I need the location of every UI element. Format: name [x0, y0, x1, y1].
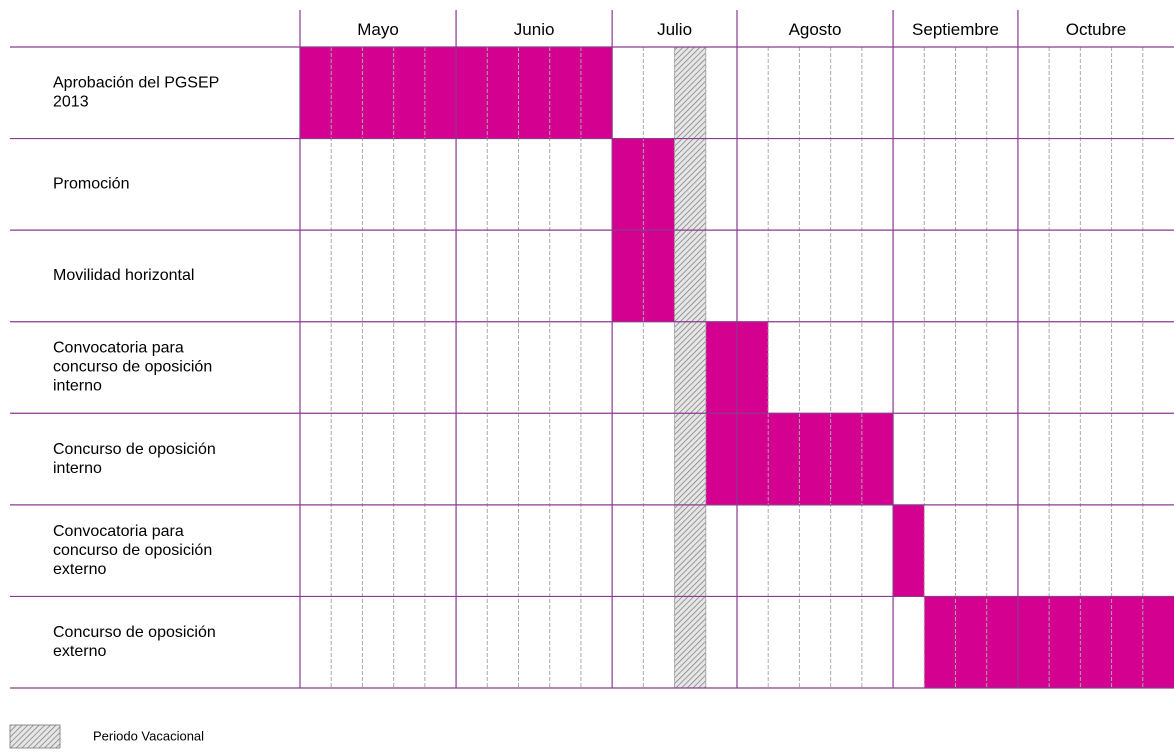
- month-label: Mayo: [357, 20, 399, 39]
- month-label: Julio: [657, 20, 692, 39]
- month-label: Junio: [514, 20, 555, 39]
- legend-swatch: [9, 724, 61, 749]
- task-label: interno: [53, 378, 102, 395]
- task-label: Concurso de oposición: [53, 441, 216, 458]
- task-label: Concurso de oposición: [53, 624, 216, 641]
- month-label: Agosto: [789, 20, 842, 39]
- task-label: Aprobación del PGSEP: [53, 75, 219, 92]
- task-label: Promoción: [53, 176, 129, 193]
- task-label: externo: [53, 643, 106, 660]
- month-label: Octubre: [1066, 20, 1126, 39]
- task-bar: [612, 138, 675, 231]
- task-label: 2013: [53, 94, 89, 111]
- task-label: concurso de oposición: [53, 359, 212, 376]
- month-label: Septiembre: [912, 20, 999, 39]
- task-label: Movilidad horizontal: [53, 267, 194, 284]
- task-label: Convocatoria para: [53, 523, 184, 540]
- task-label: interno: [53, 460, 102, 477]
- task-label: Convocatoria para: [53, 340, 184, 357]
- legend-label: Periodo Vacacional: [93, 728, 204, 743]
- task-bar: [893, 504, 925, 597]
- task-label: externo: [53, 561, 106, 578]
- vacation-period: [674, 46, 707, 689]
- task-label: concurso de oposición: [53, 542, 212, 559]
